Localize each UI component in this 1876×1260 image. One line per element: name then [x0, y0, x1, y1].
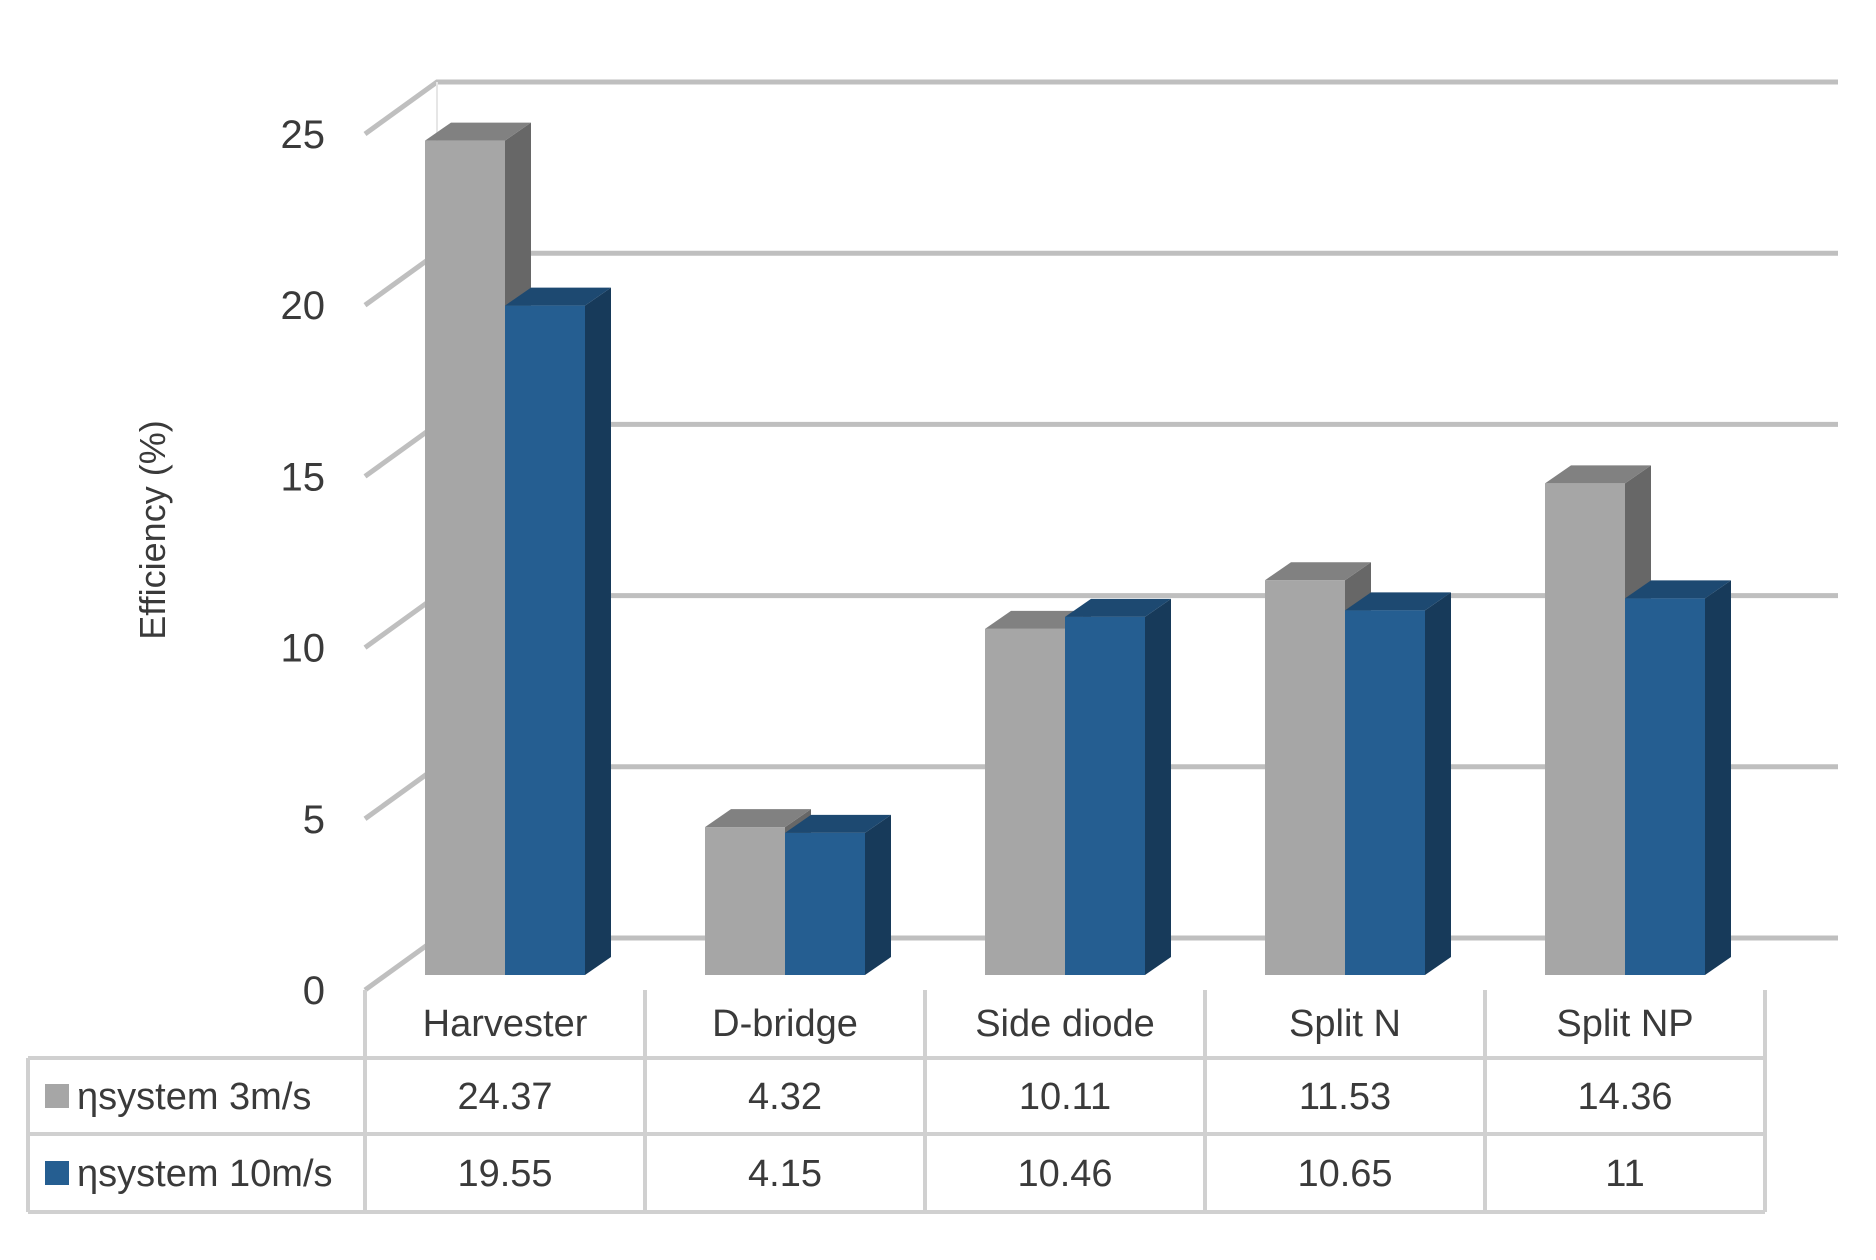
bar [1345, 592, 1451, 975]
data-label: 11.53 [1299, 1076, 1391, 1118]
x-tick-label: Side diode [975, 1003, 1155, 1045]
bar-front [1545, 483, 1625, 975]
data-label: 19.55 [457, 1153, 552, 1195]
y-axis-ticks: 0 5 10 15 20 25 [281, 113, 326, 1013]
legend-swatch [45, 1161, 69, 1185]
bar-front [1625, 598, 1705, 975]
y-tick-label: 10 [281, 627, 326, 671]
x-tick-label: Harvester [423, 1003, 588, 1045]
data-label: 4.32 [748, 1076, 822, 1118]
bar-front [985, 628, 1065, 975]
bar-top [705, 809, 811, 828]
gridline [363, 79, 1838, 137]
bars [425, 122, 1731, 976]
data-label: 24.37 [457, 1076, 552, 1118]
bar-top [1265, 562, 1371, 581]
y-tick-label: 5 [303, 798, 325, 842]
bar-front [1345, 610, 1425, 975]
bar-front [705, 827, 785, 975]
x-tick-label: Split NP [1556, 1003, 1693, 1045]
y-axis-label: Efficiency (%) [132, 420, 173, 639]
bar-front [1265, 580, 1345, 975]
bar-front [1065, 616, 1145, 975]
y-tick-label: 25 [281, 113, 326, 157]
x-tick-label: D-bridge [712, 1003, 858, 1045]
data-label: 4.15 [748, 1153, 822, 1195]
data-label: 10.46 [1017, 1153, 1112, 1195]
legend-label: ηsystem 10m/s [77, 1153, 333, 1195]
data-label: 10.65 [1297, 1153, 1392, 1195]
bar-front [785, 832, 865, 975]
data-table: Harvester D-bridge Side diode Split N Split … [26, 990, 1767, 1214]
bar-top [1065, 598, 1171, 617]
bar-side [1145, 598, 1171, 975]
legend-label: ηsystem 3m/s [77, 1076, 311, 1118]
x-tick-label: Split N [1289, 1003, 1401, 1045]
data-label: 14.36 [1577, 1076, 1672, 1118]
bar-side [1705, 580, 1731, 975]
bar-side [1425, 592, 1451, 975]
data-label: 10.11 [1019, 1076, 1111, 1118]
bar-top [505, 287, 611, 306]
bar [1065, 598, 1171, 975]
y-tick-label: 15 [281, 455, 326, 499]
bar [505, 287, 611, 975]
bar [1625, 580, 1731, 975]
y-tick-label: 20 [281, 284, 326, 328]
data-label: 11 [1605, 1153, 1644, 1195]
bar-side [865, 814, 891, 975]
bar-front [505, 305, 585, 975]
bar-top [1625, 580, 1731, 599]
y-tick-label: 0 [303, 969, 325, 1013]
bar-front [425, 140, 505, 976]
bar [785, 814, 891, 975]
bar-top [1545, 465, 1651, 484]
bar-top [425, 122, 531, 141]
bar-top [1345, 592, 1451, 611]
bar-top [985, 610, 1091, 629]
legend-swatch [45, 1084, 69, 1108]
bar-side [585, 287, 611, 975]
bar-top [785, 814, 891, 833]
